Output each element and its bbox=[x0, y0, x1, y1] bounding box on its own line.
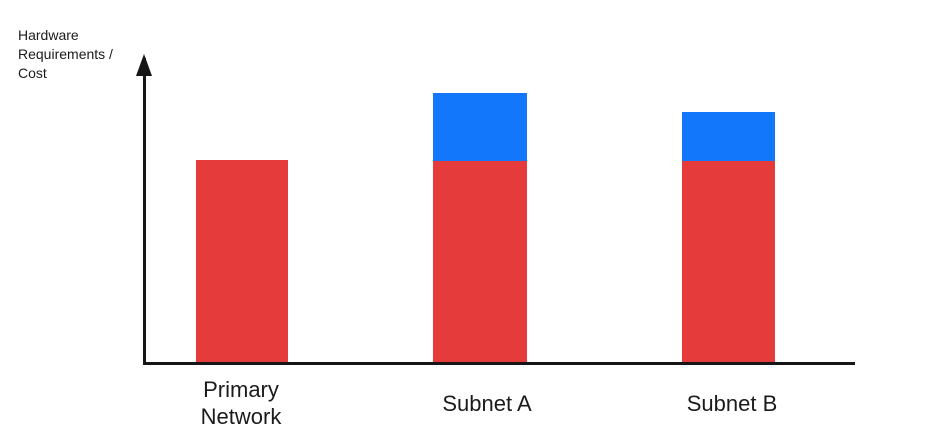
bar-segment-red bbox=[682, 161, 775, 362]
y-axis-label: Hardware Requirements / Cost bbox=[18, 27, 113, 81]
x-label-subnet-a: Subnet A bbox=[442, 390, 532, 416]
bar-segment-red bbox=[433, 161, 527, 362]
bar-segment-blue bbox=[682, 112, 775, 161]
bar-segment-blue bbox=[433, 93, 527, 161]
bar-subnet-b bbox=[682, 112, 775, 362]
bar-subnet-a bbox=[433, 93, 527, 362]
y-axis-line bbox=[143, 58, 146, 364]
x-label-primary-network: Primary Network bbox=[200, 377, 282, 429]
bar-segment-red bbox=[196, 160, 288, 362]
bar-primary-network bbox=[196, 160, 288, 362]
x-axis-line bbox=[143, 362, 855, 365]
x-label-subnet-b: Subnet B bbox=[686, 390, 778, 416]
